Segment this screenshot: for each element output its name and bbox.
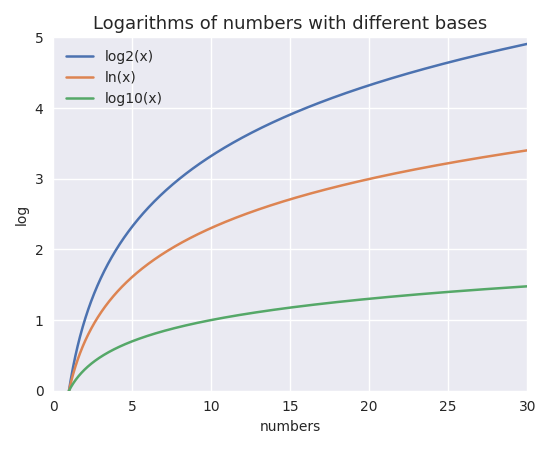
log10(x) — [423, 291, 430, 296]
ln(x) — [251, 208, 258, 214]
X-axis label: numbers: numbers — [260, 420, 321, 434]
log10(x) — [66, 388, 72, 393]
log10(x) — [524, 284, 531, 289]
log2(x) — [112, 248, 119, 253]
log2(x) — [524, 41, 531, 47]
log2(x) — [380, 78, 387, 84]
log2(x) — [251, 129, 258, 134]
Line: ln(x): ln(x) — [69, 150, 527, 391]
log2(x) — [431, 63, 438, 69]
ln(x) — [431, 163, 438, 168]
Y-axis label: log: log — [15, 203, 29, 224]
log10(x) — [112, 346, 119, 351]
log2(x) — [267, 121, 274, 126]
ln(x) — [524, 148, 531, 153]
log2(x) — [423, 66, 430, 71]
log10(x) — [251, 310, 258, 315]
Title: Logarithms of numbers with different bases: Logarithms of numbers with different bas… — [93, 15, 487, 33]
ln(x) — [380, 173, 387, 179]
ln(x) — [267, 202, 274, 208]
ln(x) — [423, 164, 430, 170]
Line: log10(x): log10(x) — [69, 286, 527, 391]
log2(x) — [66, 388, 72, 393]
Legend: log2(x), ln(x), log10(x): log2(x), ln(x), log10(x) — [60, 44, 168, 111]
Line: log2(x): log2(x) — [69, 44, 527, 391]
log10(x) — [267, 308, 274, 313]
ln(x) — [112, 291, 119, 296]
ln(x) — [66, 388, 72, 393]
log10(x) — [380, 295, 387, 300]
log10(x) — [431, 291, 438, 296]
